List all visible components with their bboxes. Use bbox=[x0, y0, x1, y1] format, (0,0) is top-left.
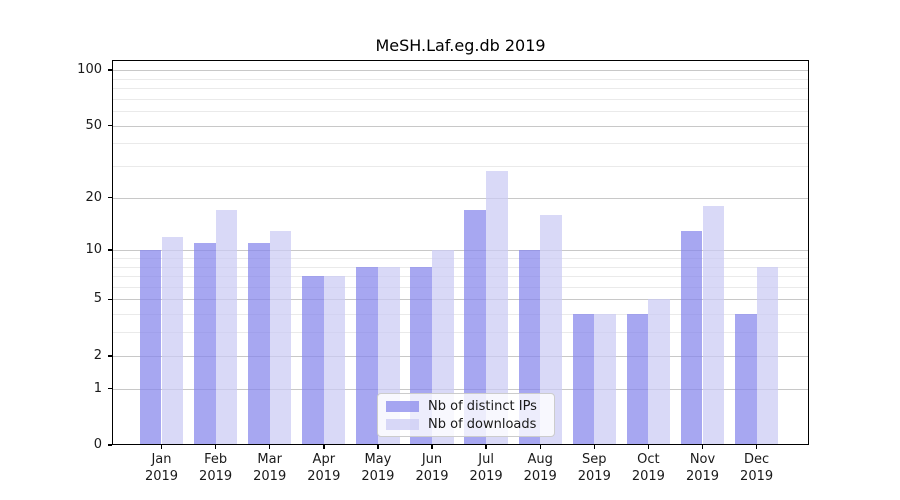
legend-swatch-ips bbox=[386, 400, 419, 412]
legend-swatch-downloads bbox=[386, 418, 419, 430]
bar-downloads-feb bbox=[215, 210, 238, 445]
x-tick-label-feb: Feb 2019 bbox=[199, 452, 233, 484]
y-tick-label-50: 50 bbox=[85, 117, 102, 133]
x-tick-jul bbox=[485, 445, 487, 449]
bar-ips-sep bbox=[572, 314, 595, 445]
gridline-minor-30 bbox=[112, 166, 809, 167]
bar-downloads-jan bbox=[161, 236, 184, 445]
y-tick-5 bbox=[108, 298, 112, 301]
x-tick-label-jul: Jul 2019 bbox=[469, 452, 503, 484]
x-tick-oct bbox=[647, 445, 650, 449]
bar-downloads-nov bbox=[702, 205, 725, 445]
x-tick-feb bbox=[214, 445, 217, 449]
bar-ips-mar bbox=[248, 243, 270, 445]
x-tick-jun bbox=[431, 445, 433, 449]
legend-label-ips: Nb of distinct IPs bbox=[428, 398, 537, 414]
bar-ips-dec bbox=[734, 314, 757, 445]
bar-downloads-oct bbox=[648, 299, 671, 445]
gridline-minor-4 bbox=[112, 314, 809, 316]
x-tick-aug bbox=[539, 445, 541, 449]
gridline-minor-3 bbox=[112, 332, 809, 334]
gridline-minor-60 bbox=[112, 111, 809, 112]
bar-ips-jan bbox=[139, 250, 162, 445]
x-tick-dec bbox=[755, 445, 758, 449]
plot-area bbox=[112, 60, 809, 445]
x-tick-may bbox=[377, 445, 379, 449]
bar-ips-jul bbox=[464, 210, 487, 445]
bar-ips-nov bbox=[680, 230, 703, 445]
x-tick-label-jun: Jun 2019 bbox=[415, 452, 449, 484]
bar-downloads-sep bbox=[594, 314, 616, 445]
gridline-minor-9 bbox=[112, 257, 809, 259]
gridline-major-20 bbox=[112, 197, 809, 199]
bar-ips-apr bbox=[302, 276, 324, 445]
gridline-minor-6 bbox=[112, 286, 809, 288]
gridline-major-2 bbox=[112, 355, 809, 357]
x-tick-label-sep: Sep 2019 bbox=[577, 452, 611, 484]
x-tick-label-dec: Dec 2019 bbox=[740, 452, 774, 484]
bar-downloads-apr bbox=[323, 276, 346, 445]
x-tick-label-mar: Mar 2019 bbox=[253, 452, 287, 484]
gridline-minor-40 bbox=[112, 143, 809, 145]
y-tick-10 bbox=[108, 249, 112, 251]
bar-downloads-mar bbox=[269, 230, 292, 445]
y-tick-100 bbox=[108, 69, 112, 71]
legend-label-downloads: Nb of downloads bbox=[428, 416, 537, 432]
x-tick-nov bbox=[701, 445, 704, 449]
bar-downloads-aug bbox=[540, 214, 562, 445]
x-tick-label-jan: Jan 2019 bbox=[144, 452, 179, 484]
y-tick-label-2: 2 bbox=[93, 347, 102, 363]
y-tick-label-100: 100 bbox=[77, 62, 102, 77]
legend-item-ips: Nb of distinct IPs bbox=[386, 399, 546, 414]
bar-downloads-dec bbox=[756, 266, 779, 445]
gridline-major-10 bbox=[112, 250, 809, 252]
x-tick-label-aug: Aug 2019 bbox=[523, 452, 557, 484]
gridline-minor-7 bbox=[112, 276, 809, 277]
gridline-minor-90 bbox=[112, 78, 809, 80]
y-tick-label-10: 10 bbox=[85, 242, 102, 258]
x-tick-jan bbox=[160, 445, 163, 449]
y-tick-2 bbox=[108, 355, 112, 357]
y-tick-20 bbox=[108, 196, 112, 199]
y-tick-label-0: 0 bbox=[93, 437, 102, 452]
y-tick-0 bbox=[108, 444, 112, 446]
gridline-major-100 bbox=[112, 70, 809, 71]
gridline-major-1 bbox=[112, 388, 809, 390]
x-tick-label-oct: Oct 2019 bbox=[631, 452, 665, 484]
gridline-minor-70 bbox=[112, 98, 809, 100]
chart-title: MeSH.Laf.eg.db 2019 bbox=[375, 36, 546, 55]
gridline-minor-80 bbox=[112, 87, 809, 89]
y-tick-label-5: 5 bbox=[93, 291, 102, 307]
x-tick-label-may: May 2019 bbox=[361, 452, 395, 484]
bar-downloads-jul bbox=[486, 171, 508, 445]
gridline-minor-8 bbox=[112, 266, 809, 268]
x-tick-mar bbox=[268, 445, 271, 449]
x-tick-label-nov: Nov 2019 bbox=[685, 452, 720, 484]
bar-ips-feb bbox=[193, 243, 216, 445]
y-tick-label-20: 20 bbox=[85, 189, 102, 205]
x-tick-apr bbox=[323, 445, 325, 449]
bar-ips-oct bbox=[626, 314, 649, 445]
gridline-major-5 bbox=[112, 299, 809, 301]
x-tick-sep bbox=[593, 445, 595, 449]
y-tick-50 bbox=[108, 124, 112, 127]
y-tick-label-1: 1 bbox=[93, 380, 102, 396]
gridline-major-50 bbox=[112, 125, 809, 127]
legend-item-downloads: Nb of downloads bbox=[386, 417, 546, 432]
legend: Nb of distinct IPs Nb of downloads bbox=[377, 393, 555, 437]
x-tick-label-apr: Apr 2019 bbox=[307, 452, 341, 484]
bar-ips-may bbox=[356, 266, 378, 445]
y-tick-1 bbox=[108, 387, 112, 390]
